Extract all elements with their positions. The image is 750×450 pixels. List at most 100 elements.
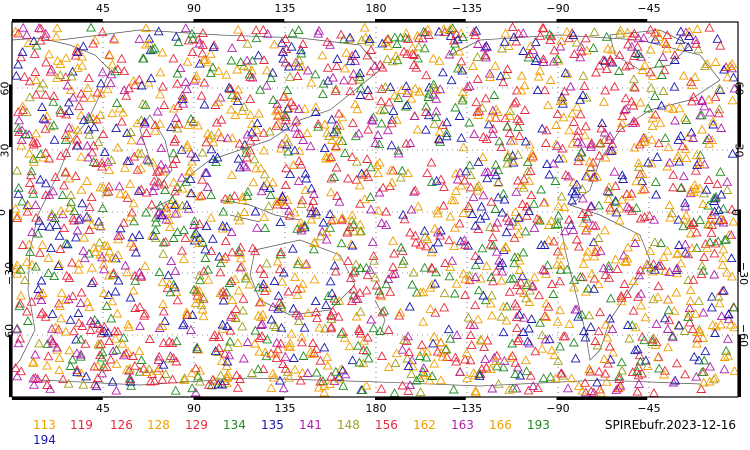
triangle-icon: [170, 154, 181, 163]
triangle-icon: [53, 324, 64, 334]
triangle-icon: [258, 24, 269, 34]
triangle-icon: [194, 218, 205, 228]
triangle-icon: [523, 385, 534, 395]
triangle-icon: [186, 148, 197, 158]
triangle-icon: [353, 340, 364, 350]
triangle-icon: [271, 196, 282, 206]
triangle-icon: [182, 139, 193, 149]
triangle-icon: [83, 152, 94, 162]
triangle-icon: [48, 96, 59, 106]
triangle-icon: [397, 258, 408, 268]
triangle-icon: [62, 80, 73, 90]
triangle-icon: [598, 55, 609, 65]
triangle-icon: [447, 255, 458, 265]
triangle-icon: [289, 207, 300, 217]
triangle-icon: [410, 185, 421, 195]
triangle-icon: [498, 77, 509, 87]
triangle-icon: [605, 56, 616, 66]
triangle-icon: [377, 62, 388, 72]
triangle-icon: [716, 123, 727, 132]
triangle-icon: [365, 162, 376, 172]
triangle-icon: [255, 84, 266, 94]
triangle-icon: [403, 331, 413, 341]
triangle-icon: [329, 260, 340, 270]
triangle-icon: [383, 325, 394, 334]
triangle-icon: [571, 37, 582, 47]
triangle-icon: [268, 319, 279, 329]
triangle-icon: [585, 141, 596, 151]
triangle-icon: [350, 265, 360, 275]
triangle-icon: [472, 52, 483, 61]
triangle-icon: [323, 291, 334, 300]
triangle-icon: [393, 148, 404, 158]
triangle-icon: [540, 138, 551, 147]
triangle-icon: [458, 268, 469, 278]
triangle-icon: [141, 207, 152, 217]
triangle-icon: [214, 331, 225, 341]
triangle-icon: [608, 347, 618, 357]
triangle-icon: [468, 61, 479, 71]
border-segment: [738, 209, 741, 272]
triangle-icon: [717, 286, 728, 296]
triangle-icon: [399, 46, 409, 56]
triangle-icon: [611, 384, 622, 394]
tick-bottom-label: −45: [637, 402, 661, 415]
triangle-icon: [347, 117, 358, 127]
triangle-icon: [662, 30, 673, 40]
triangle-icon: [418, 26, 429, 36]
triangle-icon: [223, 195, 233, 205]
triangle-icon: [46, 242, 56, 252]
triangle-icon: [486, 196, 497, 206]
triangle-icon: [48, 90, 59, 100]
triangle-icon: [294, 145, 305, 155]
triangle-icon: [575, 94, 586, 104]
triangle-icon: [337, 112, 348, 122]
triangle-icon: [98, 129, 109, 139]
triangle-icon: [545, 35, 556, 45]
triangle-icon: [656, 70, 667, 79]
triangle-icon: [426, 247, 437, 257]
triangle-icon: [437, 120, 448, 130]
triangle-icon: [76, 151, 87, 161]
triangle-icon: [85, 316, 96, 326]
triangle-icon: [700, 346, 711, 356]
triangle-icon: [664, 267, 675, 277]
tick-left-label: 60: [0, 81, 12, 96]
triangle-icon: [177, 245, 187, 255]
triangle-icon: [221, 360, 232, 370]
triangle-icon: [312, 312, 323, 322]
triangle-icon: [166, 122, 177, 132]
triangle-icon: [157, 210, 168, 220]
triangle-icon: [556, 191, 567, 201]
triangle-icon: [554, 276, 565, 286]
triangle-icon: [158, 237, 169, 247]
triangle-icon: [26, 166, 37, 176]
triangle-icon: [314, 322, 325, 332]
triangle-icon: [464, 117, 475, 127]
triangle-icon: [601, 376, 612, 386]
triangle-icon: [610, 254, 621, 264]
triangle-icon: [518, 247, 529, 257]
triangle-icon: [573, 241, 584, 251]
triangle-icon: [158, 299, 168, 308]
triangle-icon: [576, 309, 587, 319]
triangle-icon: [295, 375, 306, 385]
triangle-icon: [319, 119, 330, 129]
triangle-icon: [319, 143, 330, 153]
triangle-icon: [628, 305, 639, 315]
triangle-icon: [667, 330, 678, 340]
triangle-icon: [456, 56, 467, 66]
triangle-icon: [95, 110, 106, 119]
triangle-icon: [245, 145, 256, 155]
triangle-icon: [480, 210, 491, 220]
triangle-icon: [355, 263, 366, 273]
triangle-icon: [578, 326, 589, 336]
triangle-icon: [226, 104, 237, 114]
triangle-icon: [533, 71, 544, 81]
triangle-icon: [526, 190, 537, 200]
triangle-icon: [485, 72, 496, 81]
triangle-icon: [383, 361, 394, 371]
triangle-icon: [495, 71, 506, 81]
triangle-icon: [178, 98, 189, 108]
triangle-icon: [498, 327, 509, 337]
